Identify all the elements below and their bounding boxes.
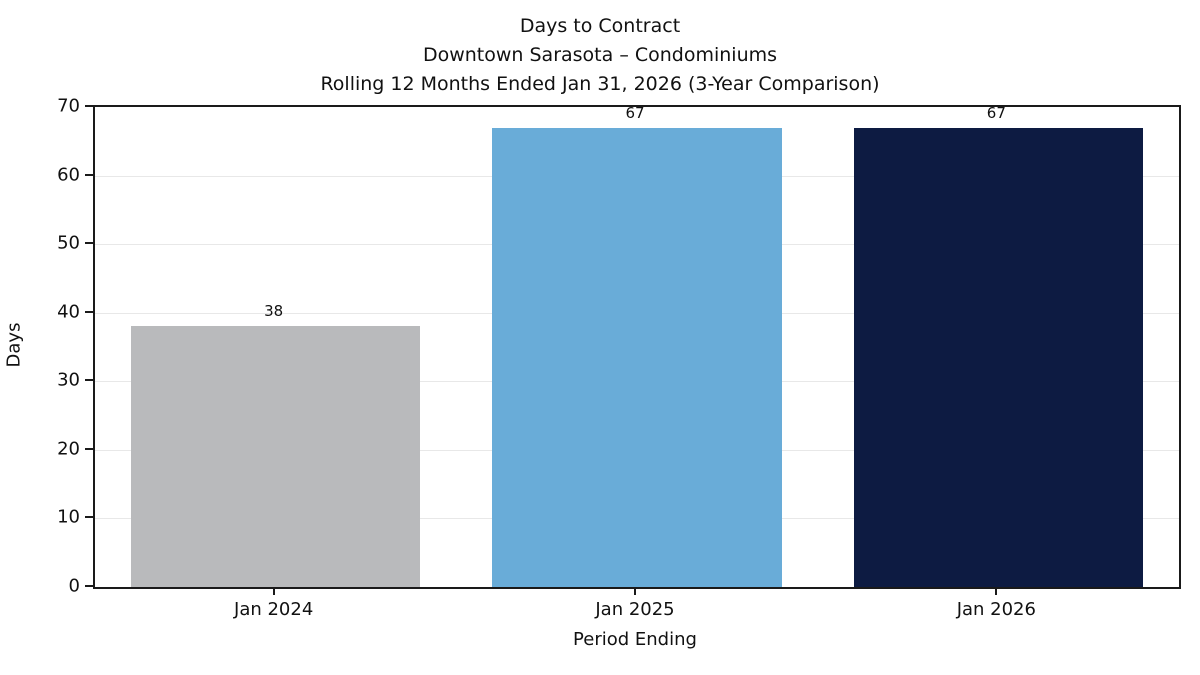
x-tick-label: Jan 2024 — [234, 599, 314, 620]
y-tick — [85, 310, 93, 313]
y-tick-label: 10 — [57, 506, 80, 528]
y-axis-label: Days — [3, 322, 25, 368]
x-axis-label: Period Ending — [573, 629, 697, 650]
y-tick — [85, 516, 93, 519]
y-tick — [85, 105, 93, 107]
y-tick-label: 30 — [57, 369, 80, 391]
y-tick-label: 20 — [57, 438, 80, 460]
x-tick-label: Jan 2025 — [595, 599, 675, 620]
y-tick — [85, 242, 93, 245]
bar — [492, 127, 782, 587]
x-tick — [634, 587, 636, 595]
bar-value-label: 38 — [264, 302, 284, 321]
chart-subtitle: Downtown Sarasota – Condominiums — [422, 44, 778, 66]
x-tick — [272, 587, 275, 595]
bar — [131, 326, 421, 587]
bar — [853, 127, 1143, 587]
y-tick — [85, 173, 93, 176]
y-tick-label: 40 — [57, 301, 80, 323]
y-tick — [85, 379, 93, 382]
y-tick-label: 0 — [68, 575, 80, 597]
chart-title-block: Days to Contract Downtown Sarasota – Con… — [0, 12, 1200, 99]
chart-title: Days to Contract — [519, 15, 681, 37]
bar-value-label: 67 — [625, 103, 645, 122]
chart-subtitle-2: Rolling 12 Months Ended Jan 31, 2026 (3-… — [320, 73, 880, 95]
y-tick — [85, 447, 93, 450]
x-tick-label: Jan 2026 — [956, 599, 1036, 620]
bar-value-label: 67 — [986, 103, 1006, 122]
plot-area — [93, 105, 1181, 589]
y-tick — [85, 585, 93, 587]
y-tick-label: 70 — [57, 95, 80, 117]
y-tick-label: 60 — [57, 164, 80, 186]
x-tick — [995, 587, 998, 595]
y-tick-label: 50 — [57, 232, 80, 254]
